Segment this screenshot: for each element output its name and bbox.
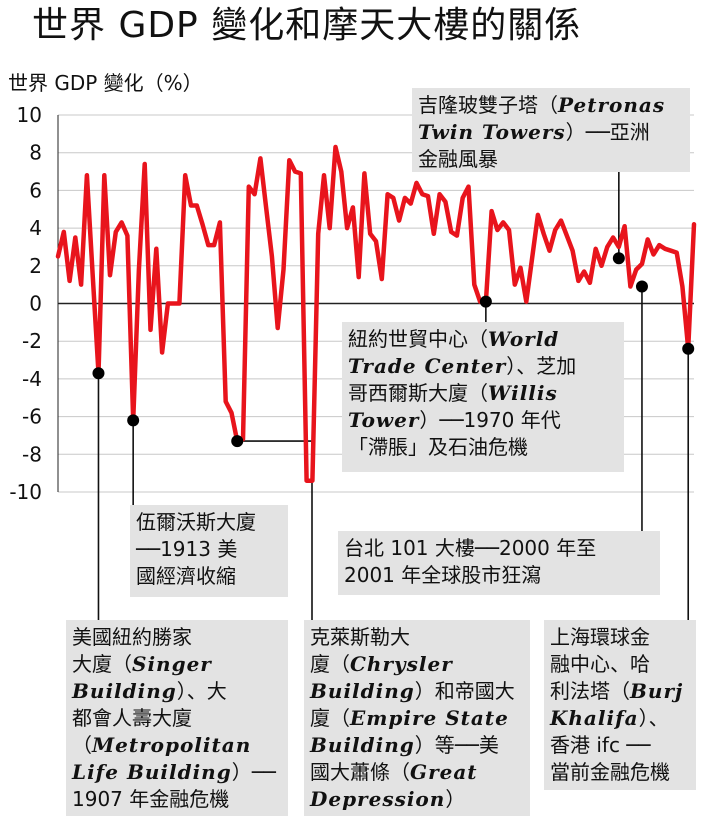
annotation-chrysler: 克萊斯勒大 廈（Chrysler Building）和帝國大 廈（Empire … — [304, 620, 530, 816]
y-tick-label: 0 — [29, 292, 42, 316]
event-marker — [635, 280, 648, 293]
y-tick-label: -4 — [22, 367, 42, 391]
annotation-wtc: 紐約世貿中心（World Trade Center）、芝加 哥西爾斯大廈（Wil… — [342, 322, 624, 472]
leader-lines — [97, 172, 690, 620]
y-tick-label: 2 — [29, 254, 42, 278]
annotation-petronas: 吉隆玻雙子塔（Petronas Twin Towers）──亞洲 金融風暴 — [412, 88, 690, 172]
y-tick-label: -10 — [9, 480, 42, 504]
event-marker — [612, 252, 625, 265]
page-title: 世界 GDP 變化和摩天大樓的關係 — [32, 5, 582, 46]
y-tick-label: -2 — [22, 329, 42, 353]
annotation-woolworth: 伍爾沃斯大廈 ──1913 美 國經濟收縮 — [130, 505, 288, 597]
y-axis-label: 世界 GDP 變化（%） — [8, 71, 203, 95]
event-marker — [127, 414, 140, 427]
y-tick-label: 6 — [29, 178, 42, 202]
event-marker — [479, 295, 492, 308]
gdp-line — [55, 144, 697, 483]
event-marker — [682, 342, 695, 355]
annotation-taipei: 台北 101 大樓──2000 年至 2001 年全球股市狂瀉 — [338, 531, 660, 595]
y-tick-label: -6 — [22, 405, 42, 429]
event-markers — [92, 252, 695, 448]
event-marker — [92, 367, 105, 380]
annotation-singer: 美國紐約勝家 大廈（Singer Building）、大 都會人壽大廈 （Met… — [66, 620, 288, 816]
y-tick-label: 4 — [29, 216, 42, 240]
event-marker — [231, 435, 244, 448]
y-tick-label: 10 — [17, 103, 42, 127]
annotation-shanghai: 上海環球金 融中心、哈 利法塔（Burj Khalifa）、 香港 ifc ──… — [544, 620, 696, 790]
y-tick-label: -8 — [22, 442, 42, 466]
y-tick-labels: 10 8 6 4 2 0 -2 -4 -6 -8 -10 — [9, 103, 42, 504]
y-tick-label: 8 — [29, 141, 42, 165]
gdp-series — [55, 144, 697, 483]
